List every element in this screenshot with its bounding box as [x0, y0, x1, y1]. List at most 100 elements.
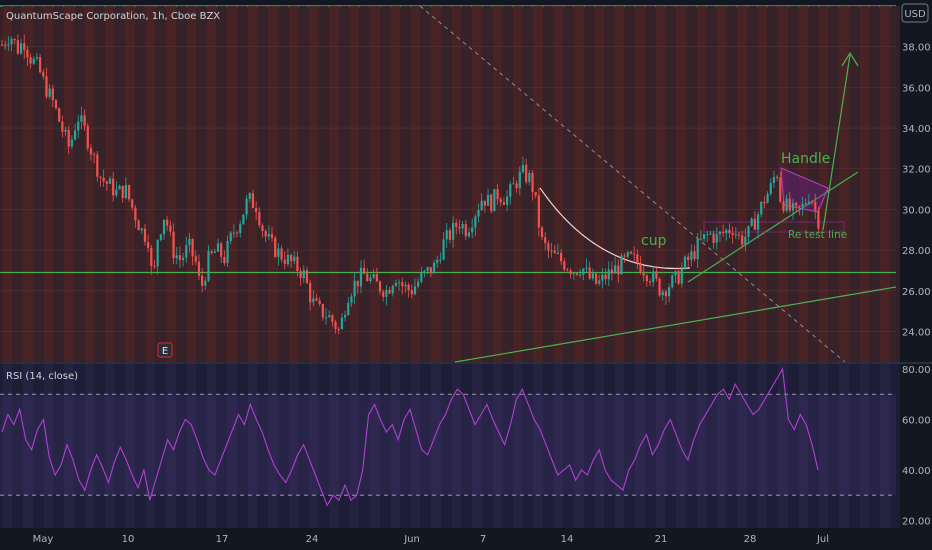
candle-body — [42, 72, 45, 77]
candle-body — [378, 281, 382, 292]
rsi-session-band — [829, 364, 838, 528]
rsi-session-band — [85, 364, 94, 528]
rsi-session-band — [299, 364, 308, 528]
cup-annotation[interactable]: cup — [641, 233, 667, 249]
candle-body — [747, 225, 750, 237]
retest-annotation[interactable]: Re test line — [788, 229, 847, 241]
candle-body — [722, 231, 725, 233]
candle-body — [582, 268, 585, 275]
candle-body — [124, 185, 127, 198]
candle-body — [305, 270, 309, 284]
candle-body — [728, 229, 731, 234]
candle-body — [766, 193, 769, 204]
projection-arrow-shaft[interactable] — [822, 54, 851, 231]
candle-body — [763, 201, 766, 204]
candle-body — [617, 265, 620, 275]
session-band — [605, 6, 614, 362]
candle-body — [451, 222, 455, 240]
candle-body — [372, 274, 375, 278]
candle-body — [188, 238, 191, 246]
projection-arrow-head[interactable] — [841, 51, 859, 67]
session-band — [462, 6, 471, 362]
rsi-session-band — [564, 364, 573, 528]
rsi-session-band — [115, 364, 124, 528]
candle-body — [343, 315, 347, 318]
currency-badge[interactable]: USD — [901, 3, 929, 23]
rsi-session-band — [289, 364, 298, 528]
candle-body — [86, 125, 89, 149]
session-band — [105, 6, 114, 362]
earnings-badge[interactable]: E — [157, 342, 173, 358]
candle-body — [731, 233, 734, 236]
rsi-session-band — [13, 364, 22, 528]
candle-body — [191, 238, 194, 257]
session-band — [625, 6, 634, 362]
candle-body — [642, 272, 645, 276]
candle-body — [0, 44, 4, 46]
candle-body — [737, 234, 741, 236]
candle-body — [699, 238, 702, 240]
rsi-session-band — [258, 364, 267, 528]
rsi-session-band — [717, 364, 726, 528]
rsi-session-band — [891, 364, 900, 528]
session-band — [319, 6, 328, 362]
session-band — [758, 6, 767, 362]
rsi-session-band — [789, 364, 798, 528]
candle-body — [143, 228, 147, 243]
session-bands — [3, 6, 900, 362]
session-band — [737, 6, 747, 362]
session-band — [717, 6, 726, 362]
candle-body — [394, 282, 398, 286]
rsi-session-band — [136, 364, 145, 528]
rsi-session-band — [34, 364, 43, 528]
candle-body — [594, 273, 598, 284]
session-band — [187, 6, 196, 362]
rsi-legend[interactable]: RSI (14, close) — [6, 371, 78, 382]
candle-body — [334, 321, 337, 329]
pattern-box[interactable] — [703, 221, 845, 233]
cup-curve[interactable] — [539, 187, 691, 270]
handle-annotation[interactable]: Handle — [781, 151, 830, 167]
session-band — [839, 6, 849, 362]
candle-body — [607, 269, 610, 280]
candle-body — [782, 201, 785, 211]
candle-body — [614, 265, 617, 274]
rsi-session-band — [850, 364, 859, 528]
rsi-session-band — [227, 364, 237, 528]
session-band — [340, 6, 349, 362]
candle-body — [788, 198, 791, 211]
time-tick-label: 14 — [561, 534, 574, 545]
candle-body — [388, 289, 391, 294]
candle-body — [810, 201, 814, 203]
session-band — [564, 6, 573, 362]
candle-body — [687, 256, 690, 261]
candle-body — [359, 267, 363, 287]
session-band — [370, 6, 380, 362]
symbol-legend[interactable]: QuantumScape Corporation, 1h, Cboe BZX — [6, 11, 220, 22]
candle-body — [7, 44, 10, 46]
candle-body — [194, 256, 197, 262]
rsi-session-band — [483, 364, 492, 528]
candle-body — [258, 212, 261, 226]
candle-body — [134, 207, 137, 221]
candle-body — [556, 252, 560, 254]
rsi-session-band — [309, 364, 318, 528]
candle-body — [16, 40, 19, 54]
long-trend-line[interactable] — [454, 286, 897, 363]
candle-body — [791, 202, 795, 211]
candle-body — [70, 139, 73, 147]
candle-body — [261, 225, 264, 231]
candle-body — [283, 259, 286, 265]
candle-body — [817, 210, 820, 229]
candle-body — [293, 256, 296, 262]
candle-body — [579, 274, 582, 276]
candle-body — [172, 231, 175, 259]
price-axis[interactable] — [896, 0, 932, 550]
session-band — [891, 6, 900, 362]
candle-body — [448, 230, 452, 240]
candle-body — [280, 248, 283, 260]
candle-body — [540, 227, 544, 238]
candle-body — [35, 57, 39, 59]
time-axis[interactable] — [0, 528, 896, 550]
candle-body — [496, 189, 499, 200]
